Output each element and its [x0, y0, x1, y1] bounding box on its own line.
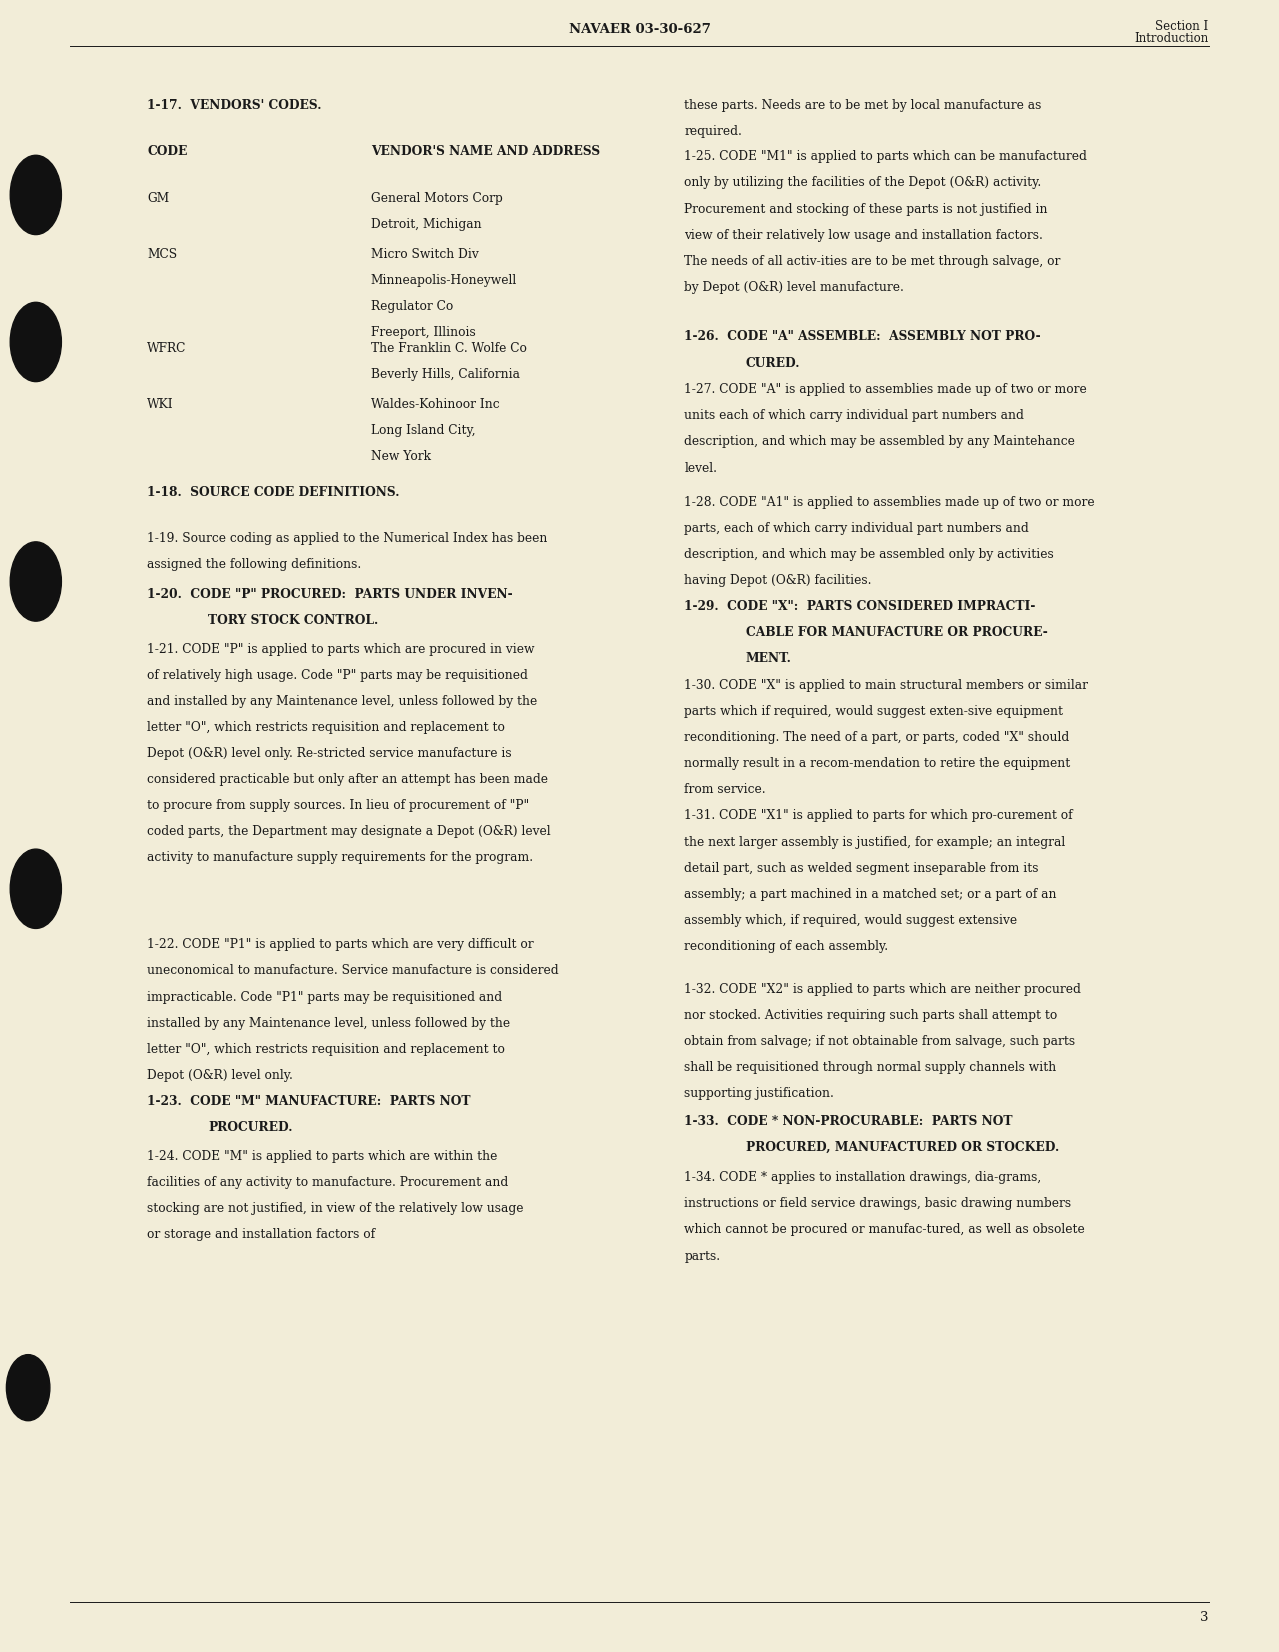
- Text: Detroit, Michigan: Detroit, Michigan: [371, 218, 481, 231]
- Text: 1-17.  VENDORS' CODES.: 1-17. VENDORS' CODES.: [147, 99, 321, 112]
- Text: NAVAER 03-30-627: NAVAER 03-30-627: [569, 23, 710, 36]
- Ellipse shape: [10, 155, 61, 235]
- Text: MCS: MCS: [147, 248, 178, 261]
- Text: Beverly Hills, California: Beverly Hills, California: [371, 368, 519, 382]
- Text: from service.: from service.: [684, 783, 766, 796]
- Text: 1-27. CODE "A" is applied to assemblies made up of two or more: 1-27. CODE "A" is applied to assemblies …: [684, 383, 1087, 396]
- Text: parts.: parts.: [684, 1249, 720, 1262]
- Text: coded parts, the Department may designate a Depot (O&R) level: coded parts, the Department may designat…: [147, 826, 551, 838]
- Text: reconditioning of each assembly.: reconditioning of each assembly.: [684, 940, 889, 953]
- Text: Regulator Co: Regulator Co: [371, 301, 453, 312]
- Text: 1-22. CODE "P1" is applied to parts which are very difficult or: 1-22. CODE "P1" is applied to parts whic…: [147, 938, 533, 952]
- Text: The needs of all activ-ities are to be met through salvage, or: The needs of all activ-ities are to be m…: [684, 254, 1060, 268]
- Text: 1-32. CODE "X2" is applied to parts which are neither procured: 1-32. CODE "X2" is applied to parts whic…: [684, 983, 1081, 996]
- Text: 3: 3: [1200, 1611, 1209, 1624]
- Ellipse shape: [10, 302, 61, 382]
- Text: by Depot (O&R) level manufacture.: by Depot (O&R) level manufacture.: [684, 281, 904, 294]
- Text: only by utilizing the facilities of the Depot (O&R) activity.: only by utilizing the facilities of the …: [684, 177, 1041, 190]
- Text: installed by any Maintenance level, unless followed by the: installed by any Maintenance level, unle…: [147, 1016, 510, 1029]
- Text: to procure from supply sources. In lieu of procurement of "P": to procure from supply sources. In lieu …: [147, 800, 530, 813]
- Text: instructions or field service drawings, basic drawing numbers: instructions or field service drawings, …: [684, 1198, 1072, 1211]
- Text: letter "O", which restricts requisition and replacement to: letter "O", which restricts requisition …: [147, 720, 505, 733]
- Text: Micro Switch Div: Micro Switch Div: [371, 248, 478, 261]
- Text: CODE: CODE: [147, 145, 188, 159]
- Text: CURED.: CURED.: [746, 357, 801, 370]
- Text: activity to manufacture supply requirements for the program.: activity to manufacture supply requireme…: [147, 851, 533, 864]
- Text: assigned the following definitions.: assigned the following definitions.: [147, 558, 362, 572]
- Text: shall be requisitioned through normal supply channels with: shall be requisitioned through normal su…: [684, 1061, 1056, 1074]
- Text: facilities of any activity to manufacture. Procurement and: facilities of any activity to manufactur…: [147, 1176, 508, 1189]
- Text: or storage and installation factors of: or storage and installation factors of: [147, 1227, 375, 1241]
- Text: PROCURED, MANUFACTURED OR STOCKED.: PROCURED, MANUFACTURED OR STOCKED.: [746, 1142, 1059, 1155]
- Text: which cannot be procured or manufac-tured, as well as obsolete: which cannot be procured or manufac-ture…: [684, 1224, 1085, 1236]
- Text: 1-18.  SOURCE CODE DEFINITIONS.: 1-18. SOURCE CODE DEFINITIONS.: [147, 486, 399, 499]
- Text: having Depot (O&R) facilities.: having Depot (O&R) facilities.: [684, 573, 872, 586]
- Text: stocking are not justified, in view of the relatively low usage: stocking are not justified, in view of t…: [147, 1203, 523, 1214]
- Text: Procurement and stocking of these parts is not justified in: Procurement and stocking of these parts …: [684, 203, 1048, 215]
- Text: Freeport, Illinois: Freeport, Illinois: [371, 325, 476, 339]
- Text: Waldes-Kohinoor Inc: Waldes-Kohinoor Inc: [371, 398, 500, 411]
- Text: assembly; a part machined in a matched set; or a part of an: assembly; a part machined in a matched s…: [684, 887, 1056, 900]
- Text: description, and which may be assembled only by activities: description, and which may be assembled …: [684, 548, 1054, 560]
- Text: New York: New York: [371, 451, 431, 463]
- Text: 1-33.  CODE * NON-PROCURABLE:  PARTS NOT: 1-33. CODE * NON-PROCURABLE: PARTS NOT: [684, 1115, 1013, 1128]
- Text: 1-28. CODE "A1" is applied to assemblies made up of two or more: 1-28. CODE "A1" is applied to assemblies…: [684, 496, 1095, 509]
- Text: 1-23.  CODE "M" MANUFACTURE:  PARTS NOT: 1-23. CODE "M" MANUFACTURE: PARTS NOT: [147, 1095, 471, 1108]
- Text: nor stocked. Activities requiring such parts shall attempt to: nor stocked. Activities requiring such p…: [684, 1009, 1058, 1023]
- Text: 1-30. CODE "X" is applied to main structural members or similar: 1-30. CODE "X" is applied to main struct…: [684, 679, 1088, 692]
- Text: Long Island City,: Long Island City,: [371, 425, 476, 438]
- Text: Depot (O&R) level only. Re-stricted service manufacture is: Depot (O&R) level only. Re-stricted serv…: [147, 747, 512, 760]
- Text: parts which if required, would suggest exten-sive equipment: parts which if required, would suggest e…: [684, 705, 1063, 719]
- Text: normally result in a recom-mendation to retire the equipment: normally result in a recom-mendation to …: [684, 757, 1071, 770]
- Text: these parts. Needs are to be met by local manufacture as: these parts. Needs are to be met by loca…: [684, 99, 1041, 112]
- Text: VENDOR'S NAME AND ADDRESS: VENDOR'S NAME AND ADDRESS: [371, 145, 600, 159]
- Text: Minneapolis-Honeywell: Minneapolis-Honeywell: [371, 274, 517, 287]
- Text: and installed by any Maintenance level, unless followed by the: and installed by any Maintenance level, …: [147, 695, 537, 707]
- Text: 1-20.  CODE "P" PROCURED:  PARTS UNDER INVEN-: 1-20. CODE "P" PROCURED: PARTS UNDER INV…: [147, 588, 513, 601]
- Text: reconditioning. The need of a part, or parts, coded "X" should: reconditioning. The need of a part, or p…: [684, 732, 1069, 743]
- Text: supporting justification.: supporting justification.: [684, 1087, 834, 1100]
- Text: PROCURED.: PROCURED.: [208, 1122, 293, 1135]
- Text: WFRC: WFRC: [147, 342, 187, 355]
- Text: Introduction: Introduction: [1134, 31, 1209, 45]
- Text: MENT.: MENT.: [746, 653, 792, 664]
- Ellipse shape: [6, 1355, 50, 1421]
- Ellipse shape: [10, 849, 61, 928]
- Text: GM: GM: [147, 192, 169, 205]
- Text: Section I: Section I: [1155, 20, 1209, 33]
- Text: WKI: WKI: [147, 398, 174, 411]
- Text: 1-21. CODE "P" is applied to parts which are procured in view: 1-21. CODE "P" is applied to parts which…: [147, 643, 535, 656]
- Text: units each of which carry individual part numbers and: units each of which carry individual par…: [684, 410, 1024, 423]
- Text: detail part, such as welded segment inseparable from its: detail part, such as welded segment inse…: [684, 862, 1039, 874]
- Text: 1-25. CODE "M1" is applied to parts which can be manufactured: 1-25. CODE "M1" is applied to parts whic…: [684, 150, 1087, 164]
- Text: required.: required.: [684, 126, 742, 139]
- Text: the next larger assembly is justified, for example; an integral: the next larger assembly is justified, f…: [684, 836, 1065, 849]
- Text: view of their relatively low usage and installation factors.: view of their relatively low usage and i…: [684, 228, 1044, 241]
- Text: uneconomical to manufacture. Service manufacture is considered: uneconomical to manufacture. Service man…: [147, 965, 559, 978]
- Text: considered practicable but only after an attempt has been made: considered practicable but only after an…: [147, 773, 549, 786]
- Text: parts, each of which carry individual part numbers and: parts, each of which carry individual pa…: [684, 522, 1030, 535]
- Text: obtain from salvage; if not obtainable from salvage, such parts: obtain from salvage; if not obtainable f…: [684, 1036, 1076, 1047]
- Text: The Franklin C. Wolfe Co: The Franklin C. Wolfe Co: [371, 342, 527, 355]
- Text: 1-34. CODE * applies to installation drawings, dia-grams,: 1-34. CODE * applies to installation dra…: [684, 1171, 1041, 1184]
- Text: assembly which, if required, would suggest extensive: assembly which, if required, would sugge…: [684, 914, 1017, 927]
- Text: General Motors Corp: General Motors Corp: [371, 192, 503, 205]
- Text: impracticable. Code "P1" parts may be requisitioned and: impracticable. Code "P1" parts may be re…: [147, 991, 503, 1003]
- Text: 1-31. CODE "X1" is applied to parts for which pro-curement of: 1-31. CODE "X1" is applied to parts for …: [684, 809, 1073, 823]
- Text: letter "O", which restricts requisition and replacement to: letter "O", which restricts requisition …: [147, 1042, 505, 1056]
- Text: TORY STOCK CONTROL.: TORY STOCK CONTROL.: [208, 615, 379, 628]
- Ellipse shape: [10, 542, 61, 621]
- Text: 1-19. Source coding as applied to the Numerical Index has been: 1-19. Source coding as applied to the Nu…: [147, 532, 547, 545]
- Text: 1-24. CODE "M" is applied to parts which are within the: 1-24. CODE "M" is applied to parts which…: [147, 1150, 498, 1163]
- Text: of relatively high usage. Code "P" parts may be requisitioned: of relatively high usage. Code "P" parts…: [147, 669, 528, 682]
- Text: description, and which may be assembled by any Maintehance: description, and which may be assembled …: [684, 436, 1076, 448]
- Text: 1-29.  CODE "X":  PARTS CONSIDERED IMPRACTI-: 1-29. CODE "X": PARTS CONSIDERED IMPRACT…: [684, 600, 1036, 613]
- Text: 1-26.  CODE "A" ASSEMBLE:  ASSEMBLY NOT PRO-: 1-26. CODE "A" ASSEMBLE: ASSEMBLY NOT PR…: [684, 330, 1041, 344]
- Text: Depot (O&R) level only.: Depot (O&R) level only.: [147, 1069, 293, 1082]
- Text: level.: level.: [684, 461, 718, 474]
- Text: CABLE FOR MANUFACTURE OR PROCURE-: CABLE FOR MANUFACTURE OR PROCURE-: [746, 626, 1048, 639]
